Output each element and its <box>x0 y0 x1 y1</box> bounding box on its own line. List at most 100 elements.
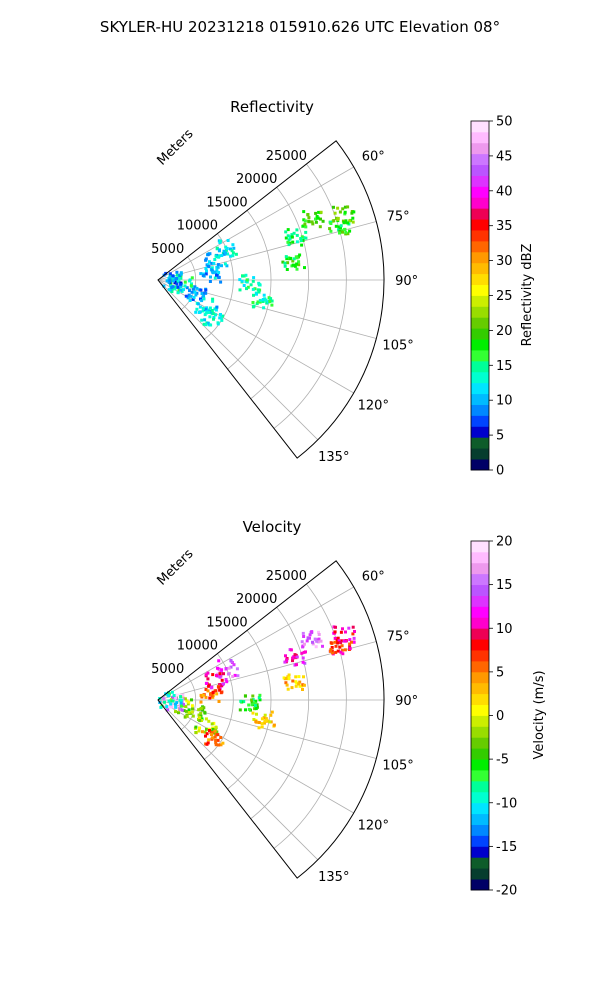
echo-pixel <box>171 695 175 699</box>
range-ring <box>273 583 347 849</box>
echo-pixel <box>295 262 299 266</box>
echo-pixel <box>344 639 348 643</box>
azimuth-spoke <box>157 586 354 701</box>
echo-pixel <box>171 274 175 278</box>
echo-pixel <box>229 659 233 662</box>
echo-pixel <box>208 306 212 310</box>
echo-pixel <box>350 640 353 644</box>
echo-pixel <box>204 288 208 292</box>
echo-pixel <box>213 258 217 261</box>
echo-pixel <box>197 713 201 717</box>
colorbar-segment <box>471 371 489 384</box>
echo-pixel <box>215 674 218 677</box>
colorbar-segment <box>471 131 489 144</box>
colorbar-segment <box>471 737 489 749</box>
echo-pixel <box>215 273 218 277</box>
echo-pixel <box>258 693 262 697</box>
echo-pixel <box>176 285 180 289</box>
echo-pixel <box>182 288 185 292</box>
colorbar-segment <box>471 693 489 705</box>
velocity-rlabel: Meters <box>155 546 197 588</box>
echo-pixel <box>216 263 220 267</box>
echo-pixel <box>346 205 350 209</box>
echo-pixel <box>337 639 341 643</box>
echo-pixel <box>330 649 334 653</box>
colorbar-segment <box>471 551 489 564</box>
colorbar-segment <box>471 284 489 296</box>
echo-pixel <box>348 219 352 223</box>
theta-tick-label: 135° <box>318 450 349 465</box>
echo-pixel <box>338 210 342 214</box>
echo-pixel <box>220 684 224 688</box>
echo-pixel <box>286 687 290 691</box>
echo-pixel <box>253 287 257 291</box>
echo-pixel <box>214 741 218 745</box>
r-tick-label: 15000 <box>206 615 247 630</box>
echo-pixel <box>159 705 163 709</box>
r-tick-label: 20000 <box>236 592 277 607</box>
colorbar-tick-label: 10 <box>496 394 513 409</box>
echo-pixel <box>191 714 195 718</box>
echo-pixel <box>348 642 352 646</box>
echo-pixel <box>210 722 214 726</box>
echo-pixel <box>199 700 203 704</box>
colorbar-tick-label: 0 <box>496 464 504 479</box>
echo-pixel <box>257 721 261 724</box>
velocity-panel: Velocity Meters Velocity (m/s) 5000 10000… <box>151 518 547 899</box>
colorbar-tick-label: -5 <box>496 753 509 768</box>
echo-pixel <box>336 216 340 220</box>
echo-pixel <box>251 694 255 698</box>
echo-pixel <box>222 672 225 676</box>
echo-pixel <box>242 284 246 287</box>
echo-pixel <box>282 676 286 680</box>
colorbar-segment <box>471 802 489 815</box>
echo-pixel <box>302 635 306 638</box>
reflectivity-rlabel: Meters <box>155 126 197 168</box>
echo-pixel <box>205 727 208 731</box>
echo-pixel <box>163 700 166 704</box>
echo-pixel <box>210 694 214 698</box>
echo-pixel <box>207 265 211 269</box>
echo-pixel <box>197 729 201 733</box>
echo-pixel <box>202 322 206 326</box>
echo-pixel <box>179 272 183 276</box>
colorbar-tick-label: 5 <box>496 665 504 680</box>
echo-pixel <box>188 289 191 293</box>
echo-pixel <box>348 638 352 642</box>
echo-pixel <box>342 221 346 225</box>
echo-pixel <box>195 291 199 295</box>
echo-pixel <box>239 699 243 703</box>
echo-pixel <box>206 253 210 257</box>
echo-pixel <box>197 311 201 314</box>
colorbar-segment <box>471 660 489 673</box>
echo-pixel <box>227 672 230 676</box>
echo-pixel <box>183 715 187 719</box>
echo-pixel <box>209 275 212 279</box>
echo-pixel <box>253 707 257 711</box>
echo-pixel <box>194 725 198 729</box>
echo-pixel <box>218 672 222 676</box>
echo-pixel <box>188 299 192 302</box>
echo-pixel <box>270 710 274 714</box>
echo-pixel <box>217 271 221 274</box>
echo-pixel <box>233 673 237 677</box>
echo-pixel <box>173 281 177 284</box>
echo-pixel <box>291 259 295 263</box>
colorbar-segment <box>471 584 489 596</box>
echo-pixel <box>221 741 225 745</box>
echo-pixel <box>178 698 182 702</box>
echo-pixel <box>199 712 203 715</box>
range-ring <box>250 186 310 400</box>
echo-pixel <box>255 703 259 707</box>
echo-pixel <box>184 294 188 298</box>
colorbar-tick-label: -10 <box>496 796 517 811</box>
echo-pixel <box>295 655 299 659</box>
echo-pixel <box>229 665 233 669</box>
echo-pixel <box>214 738 218 742</box>
echo-pixel <box>295 233 299 237</box>
echo-pixel <box>287 673 291 677</box>
echo-pixel <box>332 205 335 209</box>
theta-tick-label: 105° <box>382 758 413 773</box>
echo-pixel <box>329 229 333 233</box>
echo-pixel <box>216 265 220 269</box>
